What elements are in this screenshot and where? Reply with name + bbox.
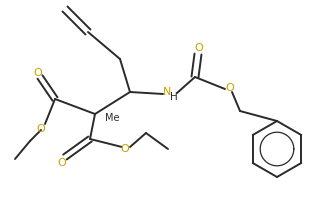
Text: O: O bbox=[226, 83, 234, 92]
Text: O: O bbox=[34, 68, 42, 78]
Text: Me: Me bbox=[105, 112, 119, 122]
Text: O: O bbox=[36, 123, 45, 133]
Text: O: O bbox=[120, 143, 130, 153]
Text: N: N bbox=[163, 87, 171, 97]
Text: O: O bbox=[195, 43, 203, 53]
Text: H: H bbox=[170, 91, 178, 102]
Text: O: O bbox=[57, 157, 66, 167]
